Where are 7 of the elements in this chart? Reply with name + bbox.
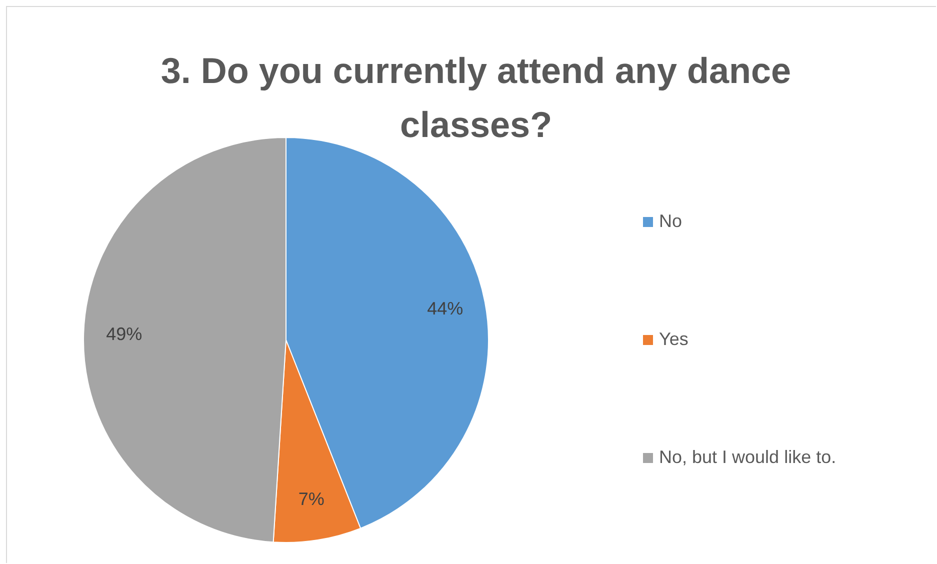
chart-title: 3. Do you currently attend any dance classes? [160,49,792,147]
legend-label: Yes [659,328,688,349]
data-label: 7% [298,488,324,509]
legend-label: No [659,210,682,231]
data-label: 49% [106,324,142,344]
legend-label: No, but I would like to. [659,446,836,467]
data-label: 44% [427,298,464,319]
